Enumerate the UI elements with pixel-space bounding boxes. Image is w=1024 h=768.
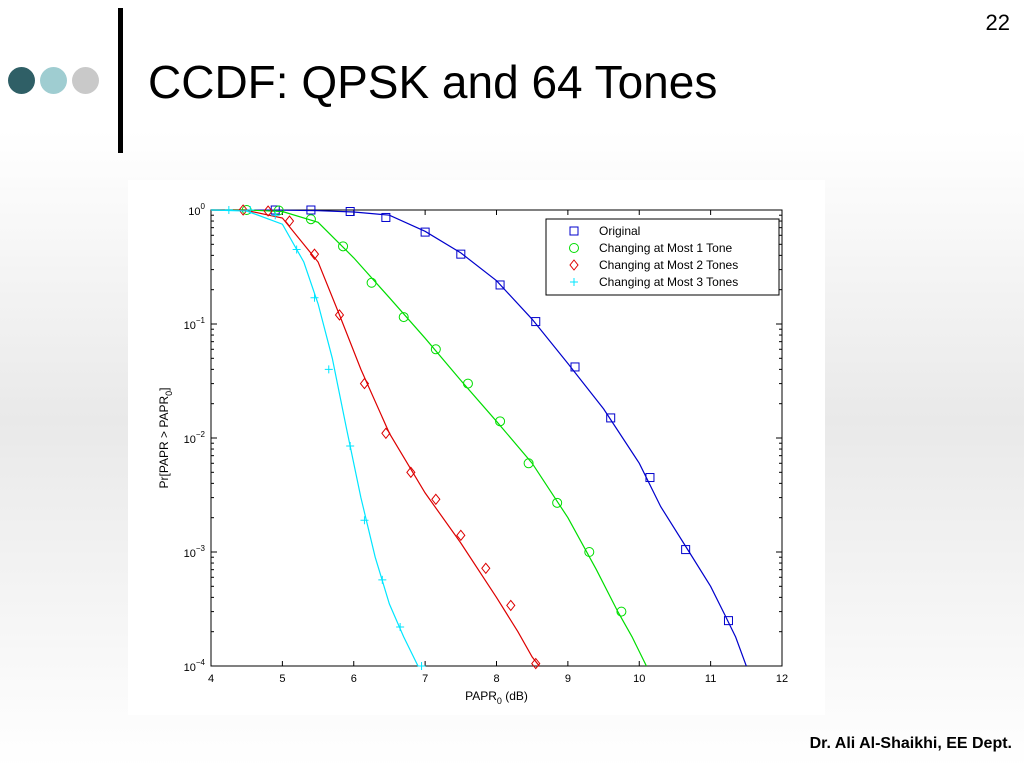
series-3-marker bbox=[481, 562, 491, 575]
series-2-marker bbox=[305, 214, 316, 225]
series-2-marker bbox=[495, 416, 506, 427]
dot-dark-teal bbox=[8, 67, 35, 94]
series-4-marker bbox=[417, 662, 426, 670]
slide-title: CCDF: QPSK and 64 Tones bbox=[148, 56, 718, 108]
series-4-marker bbox=[292, 245, 301, 254]
series-1-marker bbox=[345, 207, 355, 217]
series-1-marker bbox=[456, 249, 466, 259]
ccdf-chart: 4 5 6 7 8 9 10 11 12 100 10−1 10−2 10−3 10−4 PAPR0 (dB… bbox=[157, 202, 788, 706]
series-3-marker bbox=[359, 377, 370, 390]
series-2-marker bbox=[338, 241, 349, 252]
series-line-2 bbox=[211, 209, 647, 666]
x-tick-label: 10 bbox=[633, 673, 645, 685]
series-3-marker bbox=[406, 466, 416, 479]
series-4-marker bbox=[360, 516, 369, 525]
dot-gray bbox=[72, 67, 99, 94]
legend-marker-3 bbox=[569, 259, 579, 271]
series-4-marker bbox=[271, 211, 280, 220]
series-1-marker bbox=[531, 317, 541, 327]
series-4-marker bbox=[378, 575, 387, 584]
legend-label-4: Changing at Most 3 Tones bbox=[599, 275, 738, 289]
series-3-marker bbox=[531, 657, 541, 670]
y-tick-label: 10−4 bbox=[184, 658, 206, 674]
series-1-marker bbox=[645, 473, 655, 483]
series-3-marker bbox=[381, 427, 391, 440]
series-2-marker bbox=[462, 378, 473, 389]
series-3-marker bbox=[334, 309, 345, 321]
series-2-marker bbox=[523, 458, 534, 469]
x-tick-label: 5 bbox=[279, 673, 285, 685]
series-4-marker bbox=[324, 365, 333, 374]
title-divider bbox=[118, 8, 123, 153]
series-1-marker bbox=[570, 362, 580, 372]
series-2-marker bbox=[552, 497, 563, 508]
series-1-marker bbox=[606, 413, 616, 423]
legend-label-3: Changing at Most 2 Tones bbox=[599, 258, 738, 272]
series-2-marker bbox=[366, 277, 377, 288]
x-tick-label: 6 bbox=[351, 673, 357, 685]
x-tick-label: 7 bbox=[422, 673, 428, 685]
x-tick-label: 4 bbox=[208, 673, 214, 685]
x-tick-label: 8 bbox=[493, 673, 499, 685]
slide-number: 22 bbox=[985, 10, 1010, 35]
x-tick-label: 9 bbox=[565, 673, 571, 685]
series-3-marker bbox=[431, 493, 441, 506]
slide-footer: Dr. Ali Al-Shaikhi, EE Dept. bbox=[809, 735, 1012, 752]
y-tick-label: 10−1 bbox=[184, 316, 206, 332]
series-3-marker bbox=[506, 599, 516, 612]
series-3-marker bbox=[309, 248, 320, 260]
x-tick-label: 11 bbox=[705, 673, 716, 685]
series-4-marker bbox=[346, 442, 355, 451]
legend-marker-1 bbox=[569, 226, 579, 236]
legend-label-2: Changing at Most 1 Tone bbox=[599, 241, 733, 255]
series-2-marker bbox=[616, 606, 627, 617]
legend-marker-4 bbox=[570, 278, 578, 286]
series-2-marker bbox=[398, 312, 409, 323]
series-4-marker bbox=[310, 293, 319, 302]
series-1-marker bbox=[381, 212, 391, 222]
series-1-marker bbox=[681, 545, 691, 555]
chart-figure: 4 5 6 7 8 9 10 11 12 100 10−1 10−2 10−3 10−4 PAPR0 (dB… bbox=[128, 180, 825, 715]
x-axis-label: PAPR0 (dB) bbox=[465, 689, 528, 706]
series-3-marker bbox=[456, 529, 466, 542]
legend-box bbox=[545, 218, 780, 296]
legend-label-1: Original bbox=[599, 224, 640, 238]
x-tick-label: 12 bbox=[776, 673, 788, 685]
legend-marker-2 bbox=[569, 243, 579, 253]
series-4-marker bbox=[396, 622, 405, 631]
y-tick-label: 10−3 bbox=[184, 544, 206, 560]
series-1-marker bbox=[306, 205, 316, 215]
y-axis-label: Pr[PAPR > PAPR0] bbox=[157, 388, 174, 489]
series-4-marker bbox=[224, 206, 233, 214]
series-3-marker bbox=[238, 204, 248, 216]
series-line-3 bbox=[211, 209, 540, 666]
series-3-marker bbox=[284, 215, 295, 227]
dot-light-teal bbox=[40, 67, 67, 94]
series-1-marker bbox=[420, 227, 430, 237]
series-4-marker bbox=[246, 206, 255, 214]
series-2-marker bbox=[584, 547, 595, 557]
y-tick-label: 100 bbox=[188, 202, 205, 218]
series-2-marker bbox=[430, 344, 441, 355]
series-line-4 bbox=[211, 209, 419, 666]
y-tick-label: 10−2 bbox=[184, 430, 206, 446]
series-1-marker bbox=[723, 616, 733, 626]
series-1-marker bbox=[495, 280, 505, 290]
decorative-dots bbox=[8, 67, 99, 94]
series-3-marker bbox=[263, 205, 273, 217]
